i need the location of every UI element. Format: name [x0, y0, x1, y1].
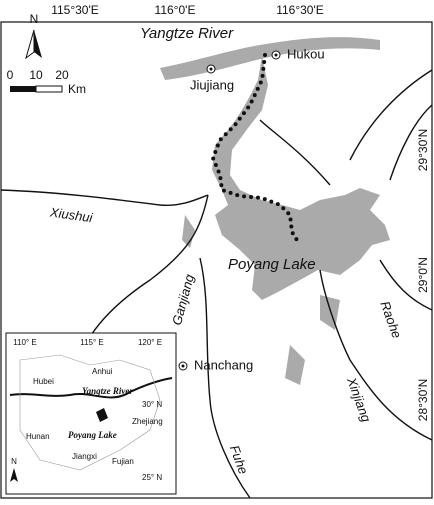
inset-lat: 30° N [142, 400, 162, 409]
river [319, 269, 433, 441]
inset-north-arrow [10, 468, 18, 482]
inset-lon: 120° E [138, 338, 162, 347]
inset-map: 110° E 115° E 120° E 30° N 25° N Hubei A… [5, 332, 177, 495]
north-arrow [25, 29, 35, 60]
city-marker [209, 67, 213, 71]
river [379, 259, 433, 311]
river [199, 257, 251, 499]
scale-bar [35, 85, 63, 93]
scale-tick: 0 [7, 68, 14, 82]
river-label: Xiushui [48, 204, 94, 225]
river [0, 189, 209, 207]
poyang-lake [212, 56, 390, 300]
lon-label: 116°0'E [155, 3, 196, 17]
river [259, 119, 331, 186]
city-marker [181, 364, 185, 368]
lat-label: 29°0'N [416, 257, 430, 293]
inset-province: Jiangxi [72, 452, 97, 461]
place-label: Hukou [287, 46, 325, 61]
lon-label: 115°30'E [51, 3, 99, 17]
inset-province: Hunan [26, 432, 50, 441]
river [87, 194, 209, 341]
scale-tick: 20 [55, 68, 69, 82]
river [389, 104, 433, 181]
river-label: Yangtze River [140, 25, 234, 42]
scale-tick: 10 [29, 68, 43, 82]
inset-province: Anhui [92, 367, 113, 376]
lat-label: 28°30'N [416, 379, 430, 421]
north-label: N [30, 12, 39, 26]
inset-province: Fujian [112, 457, 134, 466]
inset-frame [5, 332, 177, 495]
place-label: Jiujiang [190, 77, 234, 92]
city-marker [274, 53, 278, 57]
inset-river-label: Yangtze River [82, 386, 133, 396]
scale-bar [10, 86, 36, 92]
lat-label: 29°30'N [416, 129, 430, 171]
north-arrow [34, 30, 42, 58]
lake-label: Poyang Lake [228, 256, 316, 273]
route-dots [210, 53, 302, 247]
inset-north: N [11, 457, 17, 466]
inset-lon: 110° E [13, 338, 37, 347]
place-label: Nanchang [194, 357, 253, 372]
inset-lon: 115° E [80, 338, 104, 347]
inset-province: Hubei [33, 377, 54, 386]
inset-yangtze [9, 377, 173, 399]
lon-label: 116°30'E [276, 3, 324, 17]
inset-province: Zhejiang [132, 417, 163, 426]
scale-unit: Km [68, 82, 86, 96]
inset-lake-label: Poyang Lake [68, 430, 117, 440]
inset-lat: 25° N [142, 473, 162, 482]
inset-boundaries [19, 354, 161, 471]
inset-lake [96, 408, 108, 422]
river [349, 69, 433, 161]
